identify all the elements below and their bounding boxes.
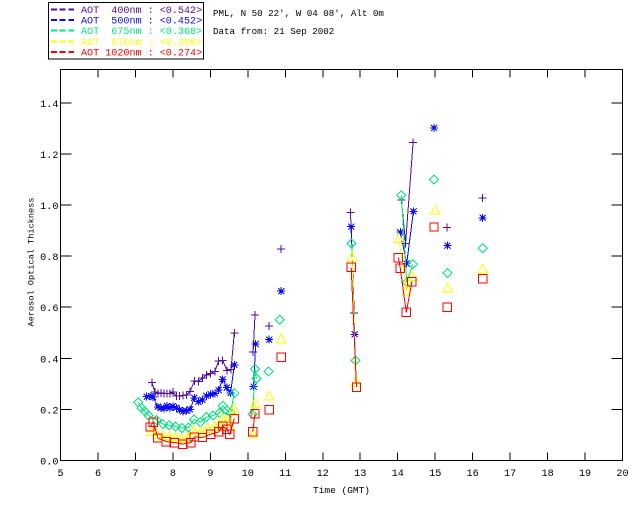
svg-text:7: 7 xyxy=(132,469,138,480)
svg-text:0.4: 0.4 xyxy=(40,355,58,366)
svg-text:16: 16 xyxy=(466,469,478,480)
svg-text:1.2: 1.2 xyxy=(40,151,58,162)
svg-text:0.2: 0.2 xyxy=(40,406,58,417)
svg-text:5: 5 xyxy=(57,469,63,480)
svg-text:19: 19 xyxy=(579,469,591,480)
svg-text:AOT 400nm : <0.542>: AOT 400nm : <0.542> xyxy=(81,6,202,17)
svg-text:13: 13 xyxy=(354,469,366,480)
svg-text:AOT 870nm : <0.308>: AOT 870nm : <0.308> xyxy=(81,38,202,49)
svg-text:6: 6 xyxy=(95,469,101,480)
svg-text:PML, N 50 22', W 04 08', Alt 0: PML, N 50 22', W 04 08', Alt 0m xyxy=(213,8,384,19)
svg-text:AOT 1020nm : <0.274>: AOT 1020nm : <0.274> xyxy=(81,48,202,59)
svg-text:10: 10 xyxy=(242,469,254,480)
svg-text:0.6: 0.6 xyxy=(40,304,58,315)
svg-text:0.8: 0.8 xyxy=(40,253,58,264)
svg-text:1.0: 1.0 xyxy=(40,202,58,213)
svg-text:14: 14 xyxy=(392,469,404,480)
svg-text:0.0: 0.0 xyxy=(40,458,58,469)
svg-text:AOT 675nm : <0.368>: AOT 675nm : <0.368> xyxy=(81,27,202,38)
svg-text:18: 18 xyxy=(541,469,553,480)
svg-text:8: 8 xyxy=(170,469,176,480)
svg-text:AOT 500nm : <0.452>: AOT 500nm : <0.452> xyxy=(81,17,202,28)
svg-text:17: 17 xyxy=(504,469,516,480)
svg-text:Time (GMT): Time (GMT) xyxy=(313,485,370,496)
svg-text:11: 11 xyxy=(279,469,291,480)
svg-text:1.4: 1.4 xyxy=(40,100,58,111)
svg-text:Data from: 21 Sep 2002: Data from: 21 Sep 2002 xyxy=(213,26,334,37)
svg-text:20: 20 xyxy=(616,469,628,480)
svg-text:12: 12 xyxy=(317,469,329,480)
svg-text:15: 15 xyxy=(429,469,441,480)
svg-text:Aerosol Optical Thickness: Aerosol Optical Thickness xyxy=(27,198,37,327)
svg-text:9: 9 xyxy=(207,469,213,480)
